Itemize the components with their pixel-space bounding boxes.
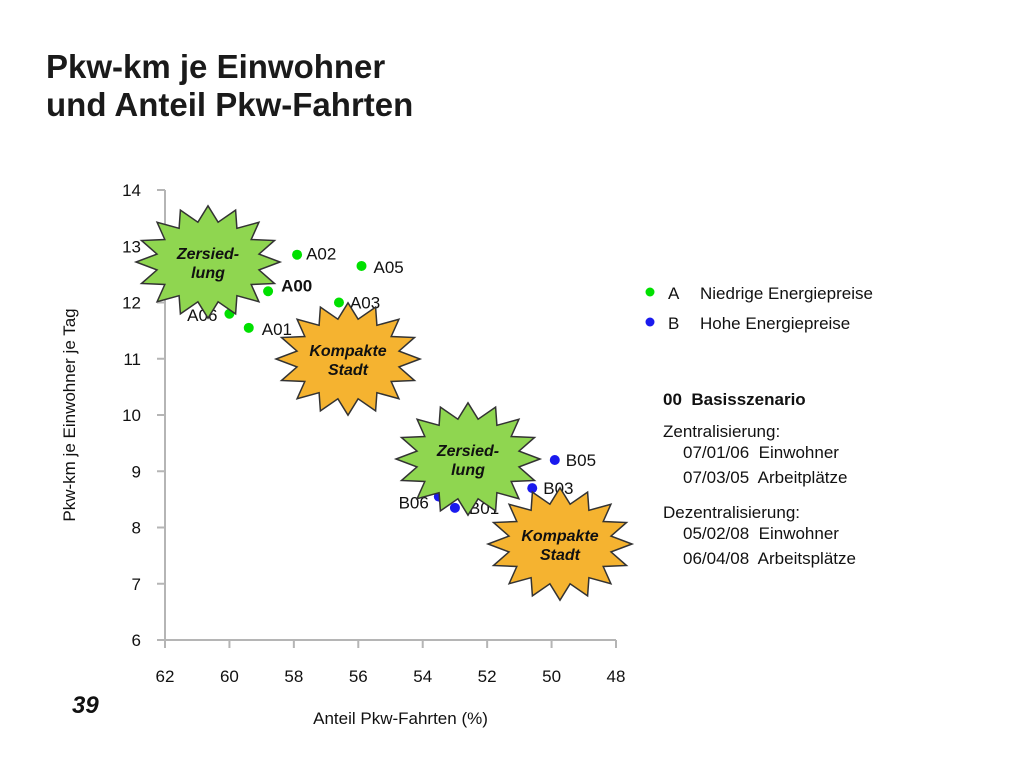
x-tick-label: 62 [156,667,175,686]
legend-key-b: B [668,314,679,333]
data-label-a01: A01 [262,320,292,339]
y-tick-label: 7 [132,575,141,594]
legend-label-b: Hohe Energiepreise [700,314,850,333]
data-label-a00: A00 [281,276,312,295]
data-point-b01 [449,502,460,513]
starburst-shape [133,204,283,320]
legend-marker-a [645,287,655,297]
x-tick-label: 56 [349,667,368,686]
x-tick-label: 58 [284,667,303,686]
badge-text-line1: Kompakte [521,528,598,545]
slide-title-line1: Pkw-km je Einwohner [46,48,386,85]
chart-panel: 6 7 8 9 10 11 12 13 14 62 60 58 56 54 52 50 48 Anteil Pkw… [48,174,924,728]
x-tick-label: 54 [413,667,432,686]
badge-zersiedlung-a: Zersied-lung [133,204,283,320]
data-point-a03 [333,297,344,308]
x-tick-label: 48 [607,667,626,686]
badge-text-line1: Zersied- [436,443,499,460]
page-number: 39 [72,692,99,719]
badge-text-line2: lung [451,462,485,479]
note-decentral-1: 05/02/08 Einwohner [683,524,839,543]
slide-title: Pkw-km je Einwohner und Anteil Pkw-Fahrt… [46,48,413,124]
y-tick-label: 13 [122,237,141,256]
y-tick-label: 12 [122,294,141,313]
y-tick-label: 10 [122,406,141,425]
legend-key-a: A [668,284,680,303]
y-tick-label: 6 [132,631,141,650]
y-tick-label: 11 [123,350,141,369]
note-central-1: 07/01/06 Einwohner [683,443,839,462]
note-decentral-title: Dezentralisierung: [663,503,800,522]
starburst-shape [273,301,423,417]
badge-text-line1: Zersied- [176,246,239,263]
data-point-a02 [292,249,303,260]
badge-text-line2: Stadt [540,547,581,564]
data-label-a03: A03 [350,294,380,313]
note-central-2: 07/03/05 Arbeitplätze [683,468,847,487]
note-decentral-2: 06/04/08 Arbeitsplätze [683,549,856,568]
data-point-a05 [356,260,367,271]
y-tick-label: 9 [132,462,141,481]
y-axis-title: Pkw-km je Einwohner je Tag [60,308,79,521]
data-label-a02: A02 [306,245,336,264]
y-tick-label: 14 [122,181,141,200]
note-base: 00 Basisszenario [663,390,806,409]
x-tick-label: 52 [478,667,497,686]
note-central-title: Zentralisierung: [663,422,780,441]
data-point-a01 [243,322,254,333]
legend-marker-b [645,317,655,327]
badge-text-line2: Stadt [328,362,369,379]
badge-kompakte-stadt-a: Kompakte Stadt [273,301,423,417]
y-tick-label: 8 [132,519,141,538]
badge-text-line2: lung [191,265,225,282]
data-label-b05: B05 [566,451,596,470]
data-point-b03 [527,483,538,494]
slide-title-line2: und Anteil Pkw-Fahrten [46,86,414,123]
badge-zersiedlung-b: Zersied-lung [393,401,543,517]
data-point-b05 [549,455,560,465]
data-label-a05: A05 [374,258,404,277]
badge-kompakte-stadt-b: Kompakte Stadt [485,486,635,602]
x-tick-label: 50 [542,667,561,686]
starburst-shape [393,401,543,517]
data-point-a00 [263,286,274,297]
data-label-b03: B03 [543,479,573,498]
x-tick-label: 60 [220,667,239,686]
badge-text-line1: Kompakte [309,343,386,360]
scatter-chart: 6 7 8 9 10 11 12 13 14 62 60 58 56 54 52 50 48 Anteil Pkw… [60,181,873,728]
legend-label-a: Niedrige Energiepreise [700,284,873,303]
x-axis-title: Anteil Pkw-Fahrten (%) [313,709,488,728]
starburst-shape [485,486,635,602]
